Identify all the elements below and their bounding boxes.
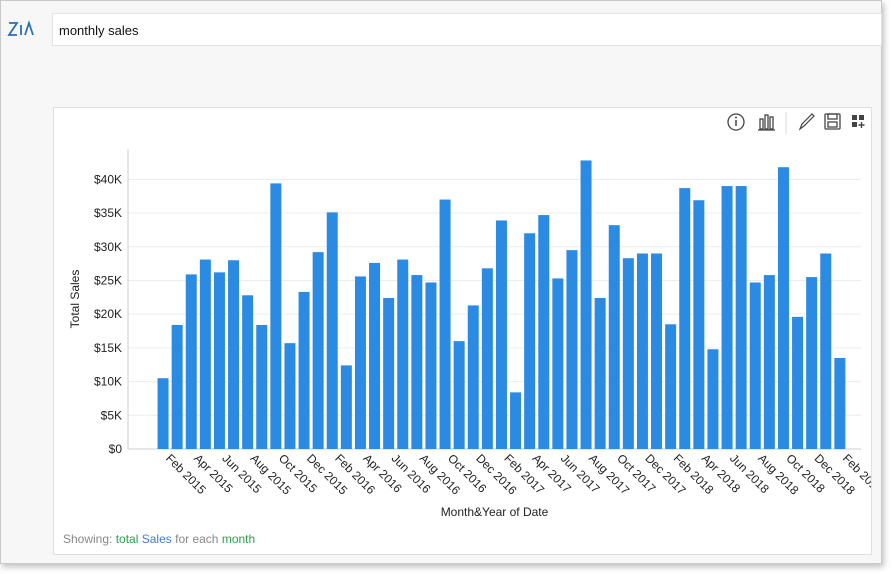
y-axis-title: Total Sales [68, 270, 82, 329]
bar [707, 349, 719, 449]
bar [270, 183, 282, 449]
bar [510, 392, 522, 449]
y-tick-label: $10K [94, 375, 122, 389]
bar [622, 258, 634, 449]
dashboard-icon[interactable] [852, 115, 865, 128]
bar [651, 253, 663, 449]
y-tick-label: $35K [94, 206, 122, 220]
y-tick-label: $40K [94, 172, 122, 186]
chart-type-icon[interactable] [758, 114, 775, 131]
footer: Showing: total Sales for each month [63, 532, 255, 546]
y-tick-label: $30K [94, 240, 122, 254]
bar [735, 186, 747, 449]
bar [397, 259, 409, 449]
bar [749, 282, 761, 449]
bar [495, 220, 507, 449]
bar [157, 378, 169, 449]
chart-card: $0 $5K $10K $15K $20K $25K $30K $35K $40K Feb 201… [53, 107, 872, 555]
toolbar [727, 112, 865, 134]
bar [213, 272, 225, 449]
bar [383, 297, 395, 449]
bar [242, 295, 254, 449]
bar [340, 365, 352, 449]
footer-middle: for each [175, 532, 219, 546]
bar [467, 305, 479, 449]
bar [185, 274, 197, 449]
bar [608, 225, 620, 449]
bar [171, 324, 183, 449]
search-box[interactable]: monthly sales [52, 13, 882, 46]
bar [425, 282, 437, 449]
bar [453, 341, 465, 449]
bar [594, 297, 606, 449]
footer-field: Sales [141, 532, 172, 546]
bar [693, 200, 705, 449]
bar [228, 260, 240, 449]
bar [552, 278, 564, 449]
bar [411, 275, 423, 449]
bar [665, 324, 677, 449]
bar [354, 276, 366, 449]
bar [524, 233, 536, 449]
bar [369, 262, 381, 449]
bar [284, 343, 296, 449]
bar [256, 324, 268, 449]
info-icon[interactable] [727, 113, 745, 131]
bar [298, 291, 310, 449]
bar [792, 316, 804, 449]
bar [312, 252, 324, 449]
bar [636, 253, 648, 449]
footer-dimension: month [221, 532, 256, 546]
footer-measure: total [115, 532, 139, 546]
window: monthly sales $0 $5K $10K $15K $20K $25K $30K $… [0, 0, 882, 564]
bar [721, 186, 733, 449]
zia-logo[interactable] [7, 19, 35, 39]
bar [777, 167, 789, 449]
y-tick-label: $5K [101, 408, 122, 422]
y-tick-label: $25K [94, 273, 122, 287]
y-tick-label: $15K [94, 341, 122, 355]
bar [326, 212, 338, 449]
bar [538, 215, 550, 449]
bar [481, 268, 493, 449]
edit-icon[interactable] [798, 113, 815, 131]
footer-prefix: Showing: [63, 532, 113, 546]
bar [820, 253, 832, 449]
y-tick-label: $20K [94, 307, 122, 321]
y-tick-label: $0 [109, 442, 123, 456]
bar [580, 160, 592, 449]
bar [806, 277, 818, 449]
bar [679, 188, 691, 449]
bar [439, 199, 451, 449]
x-axis-title: Month&Year of Date [441, 505, 549, 519]
save-icon[interactable] [824, 113, 841, 130]
bar [199, 259, 211, 449]
bar [834, 357, 846, 449]
bar [566, 250, 578, 449]
bar [763, 275, 775, 449]
